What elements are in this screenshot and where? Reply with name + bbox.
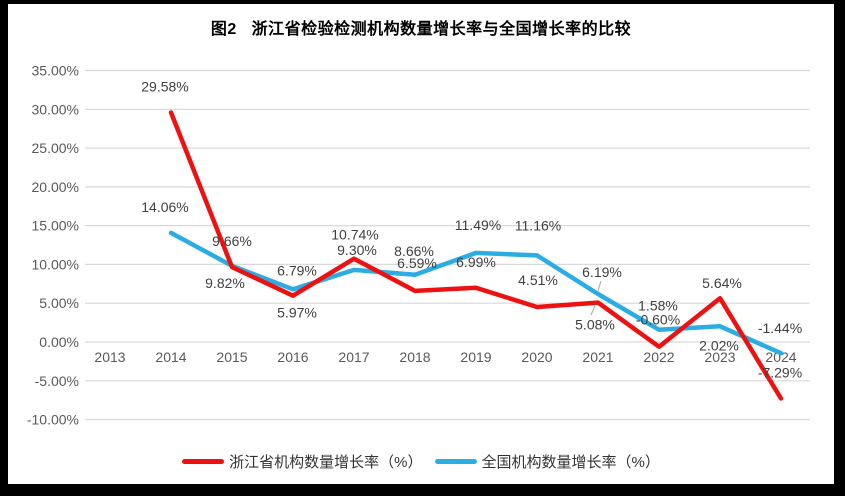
data-label-zhejiang-2019: 6.99% xyxy=(456,254,496,270)
data-label-leader-line xyxy=(597,280,602,292)
legend-line-swatch-blue xyxy=(434,459,477,464)
data-label-national-2015: 9.82% xyxy=(205,275,245,291)
legend-item-national: 全国机构数量增长率（%） xyxy=(434,451,660,472)
x-axis-label: 2014 xyxy=(155,349,186,365)
x-axis-label: 2017 xyxy=(338,349,369,365)
x-axis-label: 2013 xyxy=(94,349,125,365)
line-chart-plot-area: 35.00% 30.00% 25.00% 20.00% 15.00% 10.00% 5.00… xyxy=(27,63,810,428)
data-label-national-2022: 1.58% xyxy=(638,298,678,314)
x-axis-label: 2022 xyxy=(643,349,674,365)
data-label-zhejiang-2020: 4.51% xyxy=(518,272,558,288)
x-axis-label: 2016 xyxy=(277,349,308,365)
data-label-leader-line xyxy=(590,305,596,316)
data-label-national-2021: 6.19% xyxy=(582,264,622,280)
legend-line-swatch-red xyxy=(182,459,225,464)
legend-item-zhejiang: 浙江省机构数量增长率（%） xyxy=(182,451,423,472)
data-label-national-2024: -1.44% xyxy=(758,320,802,336)
y-axis-tick: 0.00% xyxy=(39,334,79,350)
data-label-zhejiang-2014: 29.58% xyxy=(141,79,188,95)
y-axis-tick: 30.00% xyxy=(32,101,79,117)
chart-canvas: 图2 浙江省检验检测机构数量增长率与全国增长率的比较 35.00% 30.00% 2… xyxy=(8,4,834,484)
y-axis-tick: 15.00% xyxy=(32,218,79,234)
legend-label-zhejiang: 浙江省机构数量增长率（%） xyxy=(229,454,423,471)
x-axis-label: 2015 xyxy=(216,349,247,365)
x-axis-label: 2019 xyxy=(460,349,491,365)
x-axis-label: 2021 xyxy=(582,349,613,365)
data-label-zhejiang-2023: 5.64% xyxy=(702,275,742,291)
series-line-zhejiang xyxy=(168,110,784,401)
y-axis-tick: 10.00% xyxy=(32,256,79,272)
data-label-national-2014: 14.06% xyxy=(141,199,188,215)
y-axis-tick: 5.00% xyxy=(39,295,79,311)
data-label-national-2016: 6.79% xyxy=(277,262,317,278)
series-line-national xyxy=(168,230,784,356)
data-label-zhejiang-2024: -7.29% xyxy=(758,365,802,381)
chart-legend: 浙江省机构数量增长率（%） 全国机构数量增长率（%） xyxy=(8,451,834,472)
data-label-zhejiang-2018: 6.59% xyxy=(397,255,437,271)
y-axis-tick: 35.00% xyxy=(32,63,79,79)
y-axis-tick: -10.00% xyxy=(27,412,79,428)
chart-title: 图2 浙江省检验检测机构数量增长率与全国增长率的比较 xyxy=(210,21,632,38)
x-axis-label: 2024 xyxy=(765,349,796,365)
data-label-national-2019: 11.49% xyxy=(455,217,501,233)
y-axis-tick: 25.00% xyxy=(32,140,79,156)
data-label-national-2018: 8.66% xyxy=(394,243,434,259)
y-axis-tick: 20.00% xyxy=(32,179,79,195)
x-axis-label: 2020 xyxy=(521,349,552,365)
y-axis-tick: -5.00% xyxy=(35,373,79,389)
data-label-zhejiang-2016: 5.97% xyxy=(277,305,317,321)
data-label-national-2020: 11.16% xyxy=(515,217,561,233)
legend-label-national: 全国机构数量增长率（%） xyxy=(481,454,660,471)
x-axis-label: 2018 xyxy=(399,349,430,365)
data-label-national-2017: 9.30% xyxy=(337,242,377,258)
data-label-zhejiang-2015: 9.66% xyxy=(212,233,252,249)
data-label-zhejiang-2021: 5.08% xyxy=(575,317,615,333)
x-axis-label: 2023 xyxy=(704,349,735,365)
data-label-zhejiang-2017: 10.74% xyxy=(331,227,378,243)
data-label-zhejiang-2022: -0.60% xyxy=(636,312,680,328)
data-label-national-2023: 2.02% xyxy=(699,337,739,353)
